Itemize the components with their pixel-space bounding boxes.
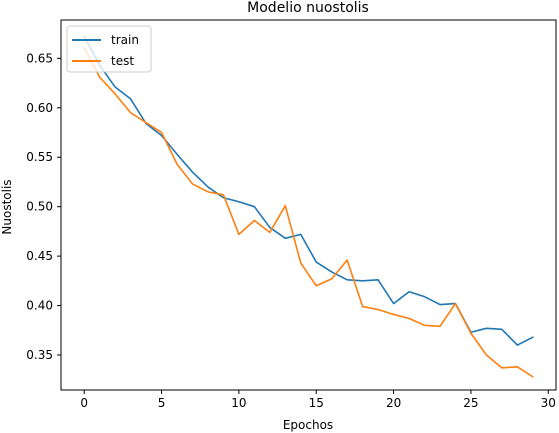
data-point-train-18 <box>361 279 364 282</box>
data-point-test-21 <box>408 317 411 320</box>
legend: train test <box>66 25 152 73</box>
y-tick-label-0.65: 0.65 <box>26 51 53 65</box>
data-point-test-11 <box>253 219 256 222</box>
data-point-test-18 <box>361 305 364 308</box>
data-point-test-3 <box>129 111 132 114</box>
data-point-test-7 <box>191 182 194 185</box>
data-point-train-7 <box>191 171 194 174</box>
data-point-train-16 <box>330 270 333 273</box>
legend-label-test: test <box>111 54 134 68</box>
data-point-test-28 <box>516 365 519 368</box>
data-point-test-2 <box>114 92 117 95</box>
y-tick-label-0.45: 0.45 <box>26 249 53 263</box>
data-point-test-15 <box>315 284 318 287</box>
data-point-train-23 <box>438 303 441 306</box>
data-point-train-28 <box>516 344 519 347</box>
data-point-train-11 <box>253 205 256 208</box>
data-point-test-12 <box>268 231 271 234</box>
data-point-test-4 <box>145 121 148 124</box>
data-point-train-14 <box>299 233 302 236</box>
x-tick-label-25: 25 <box>463 396 478 410</box>
data-point-test-26 <box>485 354 488 357</box>
data-point-train-6 <box>176 153 179 156</box>
data-point-test-22 <box>423 324 426 327</box>
y-axis-label: Nuostolis <box>0 179 14 234</box>
y-tick-label-0.55: 0.55 <box>26 150 53 164</box>
data-point-test-25 <box>469 332 472 335</box>
plot-frame <box>60 19 557 391</box>
data-point-test-27 <box>500 366 503 369</box>
data-point-test-17 <box>346 259 349 262</box>
data-point-test-24 <box>454 302 457 305</box>
x-tick-label-10: 10 <box>231 396 246 410</box>
data-point-train-27 <box>500 328 503 331</box>
data-point-train-17 <box>346 278 349 281</box>
data-point-test-23 <box>438 325 441 328</box>
data-point-train-21 <box>408 290 411 293</box>
axes: 0 5 10 15 20 25 30 0.35 0.40 0.45 0.50 0.55 0.60 0.65 <box>26 19 557 410</box>
x-tick-label-30: 30 <box>541 396 556 410</box>
data-point-test-20 <box>392 313 395 316</box>
data-point-train-22 <box>423 295 426 298</box>
x-axis-label: Epochos <box>283 418 333 432</box>
data-point-test-19 <box>377 308 380 311</box>
x-tick-label-20: 20 <box>386 396 401 410</box>
x-tick-label-0: 0 <box>80 396 88 410</box>
data-point-train-13 <box>284 237 287 240</box>
y-tick-label-0.40: 0.40 <box>26 299 53 313</box>
y-tick-label-0.35: 0.35 <box>26 348 53 362</box>
data-point-test-5 <box>160 131 163 134</box>
data-point-train-2 <box>114 86 117 89</box>
data-point-train-26 <box>485 327 488 330</box>
data-point-train-10 <box>237 200 240 203</box>
data-point-train-8 <box>206 185 209 188</box>
data-point-test-9 <box>222 193 225 196</box>
plot-area <box>83 35 534 378</box>
chart-title: Modelio nuostolis <box>247 0 369 16</box>
data-point-train-3 <box>129 97 132 100</box>
data-point-train-19 <box>377 278 380 281</box>
data-point-train-12 <box>268 226 271 229</box>
data-point-test-14 <box>299 262 302 265</box>
x-tick-label-15: 15 <box>309 396 324 410</box>
series-line-test <box>83 46 534 378</box>
data-point-train-20 <box>392 302 395 305</box>
legend-label-train: train <box>111 33 139 47</box>
data-point-test-13 <box>284 204 287 207</box>
x-tick-label-5: 5 <box>158 396 166 410</box>
y-tick-label-0.60: 0.60 <box>26 101 53 115</box>
data-point-test-1 <box>98 76 101 79</box>
data-point-train-29 <box>531 336 534 339</box>
data-point-test-29 <box>531 375 534 378</box>
data-point-train-15 <box>315 261 318 264</box>
data-point-test-10 <box>237 233 240 236</box>
y-tick-label-0.50: 0.50 <box>26 200 53 214</box>
data-point-test-6 <box>176 163 179 166</box>
data-point-test-8 <box>206 190 209 193</box>
data-point-test-16 <box>330 277 333 280</box>
